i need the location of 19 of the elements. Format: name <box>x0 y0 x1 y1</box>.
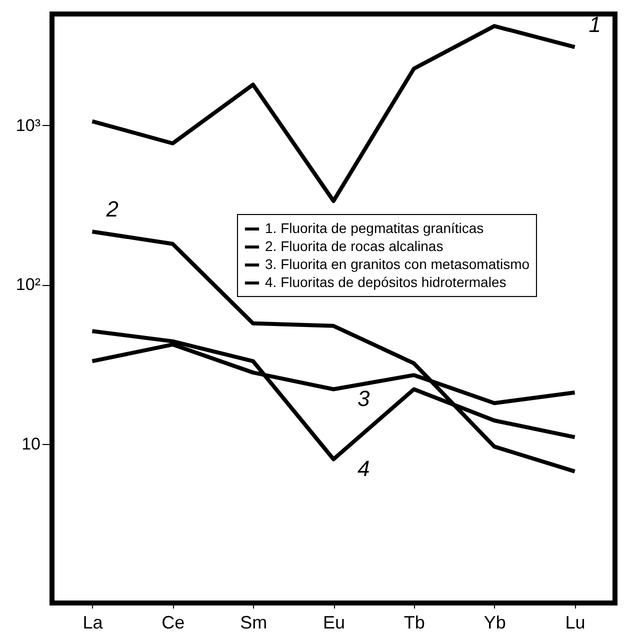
x-tick-label: Lu <box>565 612 586 632</box>
x-tick-label: Sm <box>240 612 268 632</box>
legend-label: 4. Fluoritas de depósitos hidrotermales <box>265 274 506 290</box>
x-tick-label: Tb <box>404 612 425 632</box>
x-tick-label: Eu <box>322 612 346 632</box>
x-tick-label: Yb <box>484 612 506 632</box>
x-tick-label: La <box>82 612 104 632</box>
x-tick-label: Ce <box>162 612 185 632</box>
line-series <box>90 24 577 203</box>
y-tick-label: 10 <box>22 434 40 454</box>
annotation: 4 <box>358 456 370 482</box>
annotation: 3 <box>358 386 370 412</box>
y-tick-label: 10² <box>16 275 41 294</box>
legend-label: 1. Fluorita de pegmatitas graníticas <box>265 220 484 236</box>
legend-label: 3. Fluorita en granitos con metasomatismo <box>265 256 530 272</box>
annotation: 1 <box>588 12 602 38</box>
annotation: 2 <box>105 196 118 222</box>
y-tick-label: 10³ <box>16 116 41 135</box>
legend-label: 2. Fluorita de rocas alcalinas <box>265 238 444 254</box>
